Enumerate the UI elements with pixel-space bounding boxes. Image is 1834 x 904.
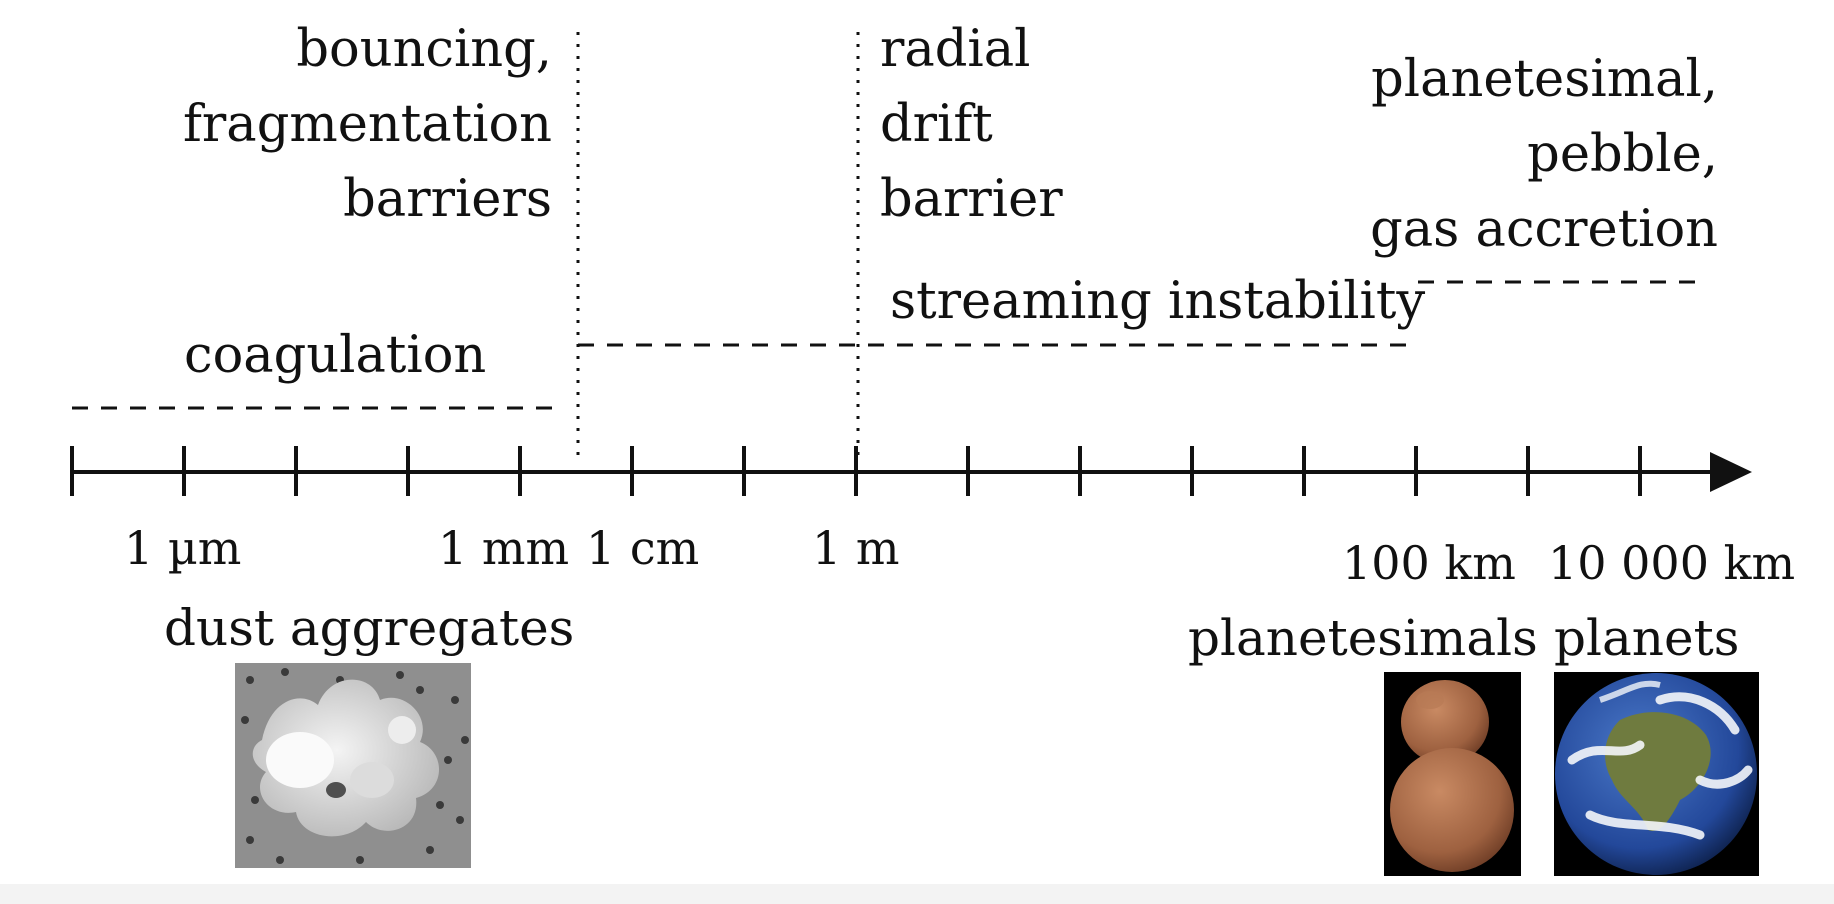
dust-speck [356,856,364,864]
tick-label-1um: 1 µm [124,521,242,575]
bouncing-fragmentation-barriers-label: bouncing, fragmentation barriers [183,20,552,229]
streaming-instability-label: streaming instability [890,272,1426,331]
dust-speck [451,696,459,704]
dust-speck [416,686,424,694]
tick-label-10000km: 10 000 km [1548,536,1796,590]
dust-aggregates-label: dust aggregates [164,599,575,657]
planetesimals-label: planetesimals [1188,609,1538,667]
dust-speck [461,736,469,744]
dust-speck [396,671,404,679]
dust-speck [246,836,254,844]
dust-speck [241,716,249,724]
tick-label-100km: 100 km [1342,536,1516,590]
dust-speck [456,816,464,824]
dust-speck [426,846,434,854]
axis-ticks [70,446,1642,496]
radial-drift-barrier-label: radial drift barrier [880,20,1063,229]
dust-speck [444,756,452,764]
dust-speck [276,856,284,864]
dust-speck [251,796,259,804]
tick-label-1cm: 1 cm [586,521,700,575]
earth-photo [1554,672,1759,876]
dust-speck [246,676,254,684]
coagulation-label: coagulation [184,326,487,385]
bottom-band [0,884,1834,904]
accretion-label: planetesimal, pebble, gas accretion [1370,50,1718,259]
tick-label-1mm: 1 mm [438,521,570,575]
dust-speck [281,668,289,676]
planets-label: planets [1554,609,1740,667]
dust-speck [436,801,444,809]
tick-label-1m: 1 m [812,521,900,575]
dust-aggregate-photo [235,663,471,868]
axis-arrow-icon [1710,452,1752,492]
planetesimal-photo [1384,672,1521,876]
